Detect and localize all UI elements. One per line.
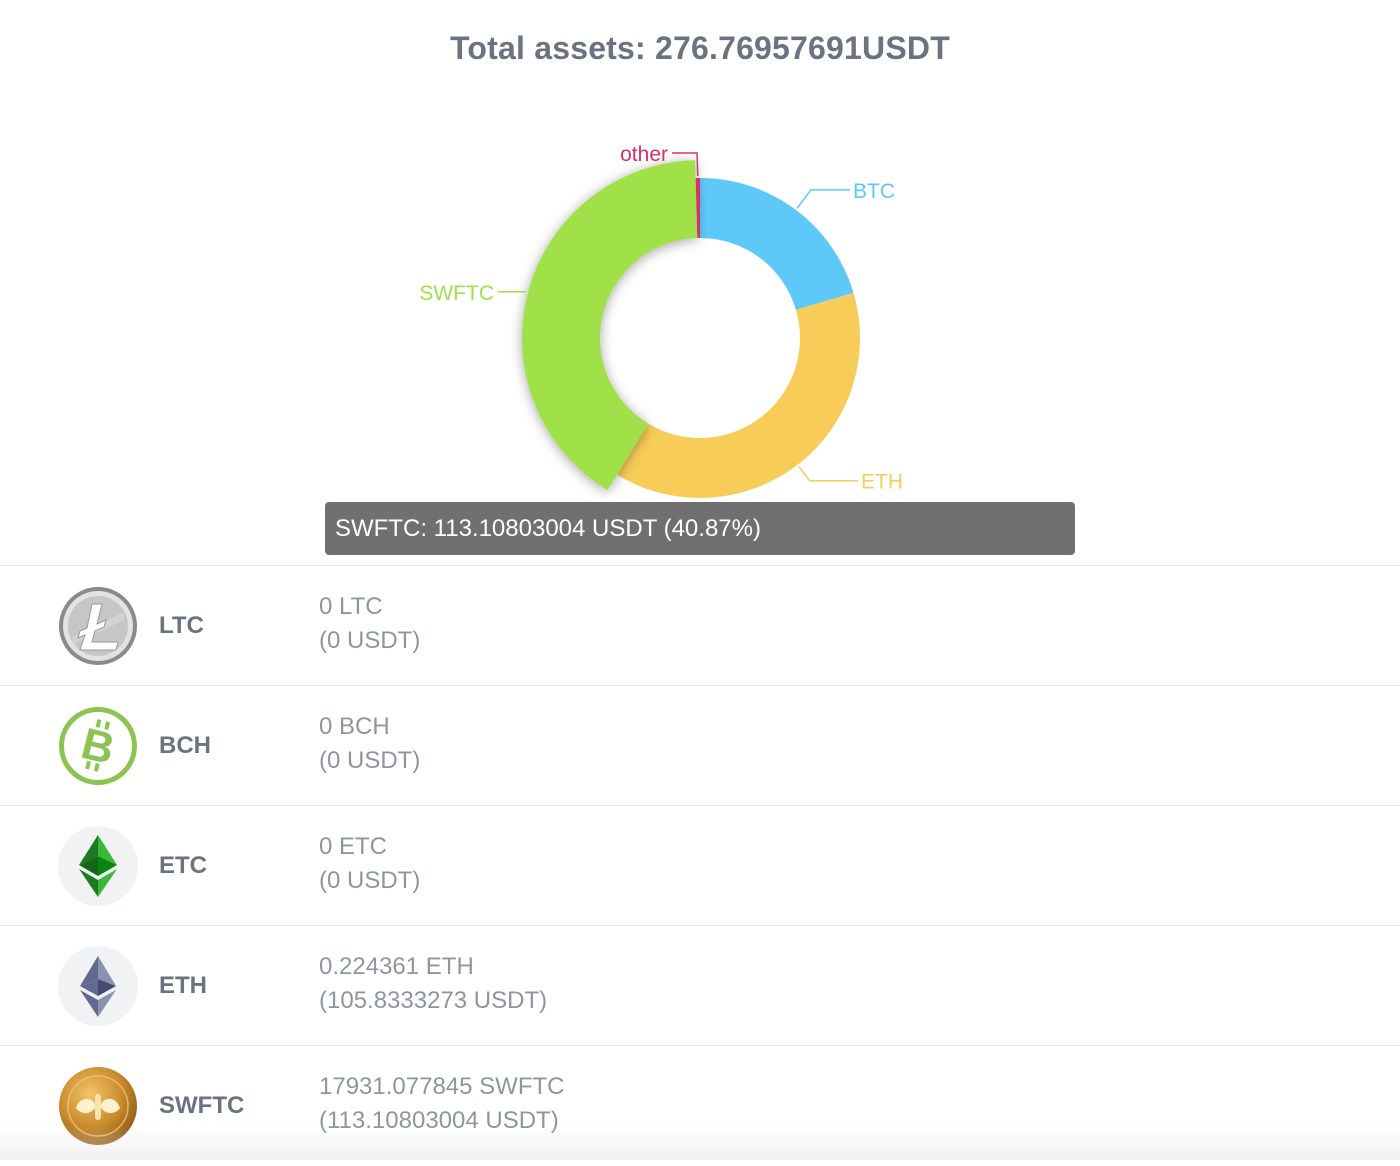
donut-slice-swftc[interactable] [522, 160, 698, 491]
asset-amount-coin: 0 LTC [319, 593, 383, 620]
asset-symbol: ETH [159, 972, 207, 999]
asset-symbol: SWFTC [159, 1092, 245, 1119]
asset-amount-usdt: (0 USDT) [319, 627, 421, 654]
asset-amount: 0 ETC (0 USDT) [319, 830, 420, 898]
donut-slice-other[interactable] [695, 178, 700, 239]
asset-amount: 0.224361 ETH (105.8333273 USDT) [319, 950, 547, 1018]
donut-svg: BTC ETH SWFTC other [419, 143, 903, 498]
leader-line-eth [798, 466, 858, 482]
asset-symbol: LTC [159, 612, 204, 639]
asset-row-etc[interactable]: ETC 0 ETC (0 USDT) [0, 805, 1400, 925]
asset-amount: 0 LTC (0 USDT) [319, 590, 420, 658]
asset-row-swftc[interactable]: SWFTC 17931.077845 SWFTC (113.10803004 U… [0, 1045, 1400, 1165]
page-title: Total assets: 276.76957691USDT [450, 30, 950, 66]
asset-amount-usdt: (0 USDT) [319, 867, 421, 894]
donut-slice-btc[interactable] [700, 178, 854, 310]
chart-tooltip: SWFTC: 113.10803004 USDT (40.87%) [325, 502, 1075, 555]
ethereum-icon [58, 946, 138, 1026]
asset-row-bch[interactable]: B BCH 0 BCH (0 USDT) [0, 685, 1400, 805]
asset-list: LTC 0 LTC (0 USDT) B BCH 0 BCH (0 USDT) [0, 565, 1400, 1165]
asset-amount-usdt: (105.8333273 USDT) [319, 987, 548, 1014]
litecoin-icon [59, 587, 137, 665]
asset-symbol: ETC [159, 852, 207, 879]
slice-label-swftc: SWFTC [419, 282, 494, 305]
asset-amount-coin: 0 ETC [319, 833, 388, 860]
bitcoin-cash-icon: B [59, 707, 137, 785]
asset-amount: 0 BCH (0 USDT) [319, 710, 420, 778]
leader-line-btc [796, 189, 850, 209]
asset-amount: 17931.077845 SWFTC (113.10803004 USDT) [319, 1070, 564, 1138]
asset-amount-usdt: (0 USDT) [319, 747, 421, 774]
asset-symbol: BCH [159, 732, 211, 759]
swftc-coin-icon [59, 1067, 137, 1145]
donut-slice-eth[interactable] [616, 292, 860, 498]
asset-amount-coin: 17931.077845 SWFTC [319, 1073, 565, 1100]
asset-amount-coin: 0 BCH [319, 713, 390, 740]
asset-amount-usdt: (113.10803004 USDT) [319, 1107, 559, 1134]
slice-label-other: other [620, 143, 668, 166]
asset-donut-chart: BTC ETH SWFTC other SWFTC: 113.10803004 USD… [0, 0, 1400, 566]
asset-row-eth[interactable]: ETH 0.224361 ETH (105.8333273 USDT) [0, 925, 1400, 1045]
ethereum-classic-icon [58, 826, 138, 906]
slice-label-eth: ETH [861, 471, 903, 494]
asset-amount-coin: 0.224361 ETH [319, 953, 474, 980]
asset-row-ltc[interactable]: LTC 0 LTC (0 USDT) [0, 565, 1400, 685]
slice-label-btc: BTC [853, 180, 895, 203]
leader-line-other [672, 152, 699, 177]
